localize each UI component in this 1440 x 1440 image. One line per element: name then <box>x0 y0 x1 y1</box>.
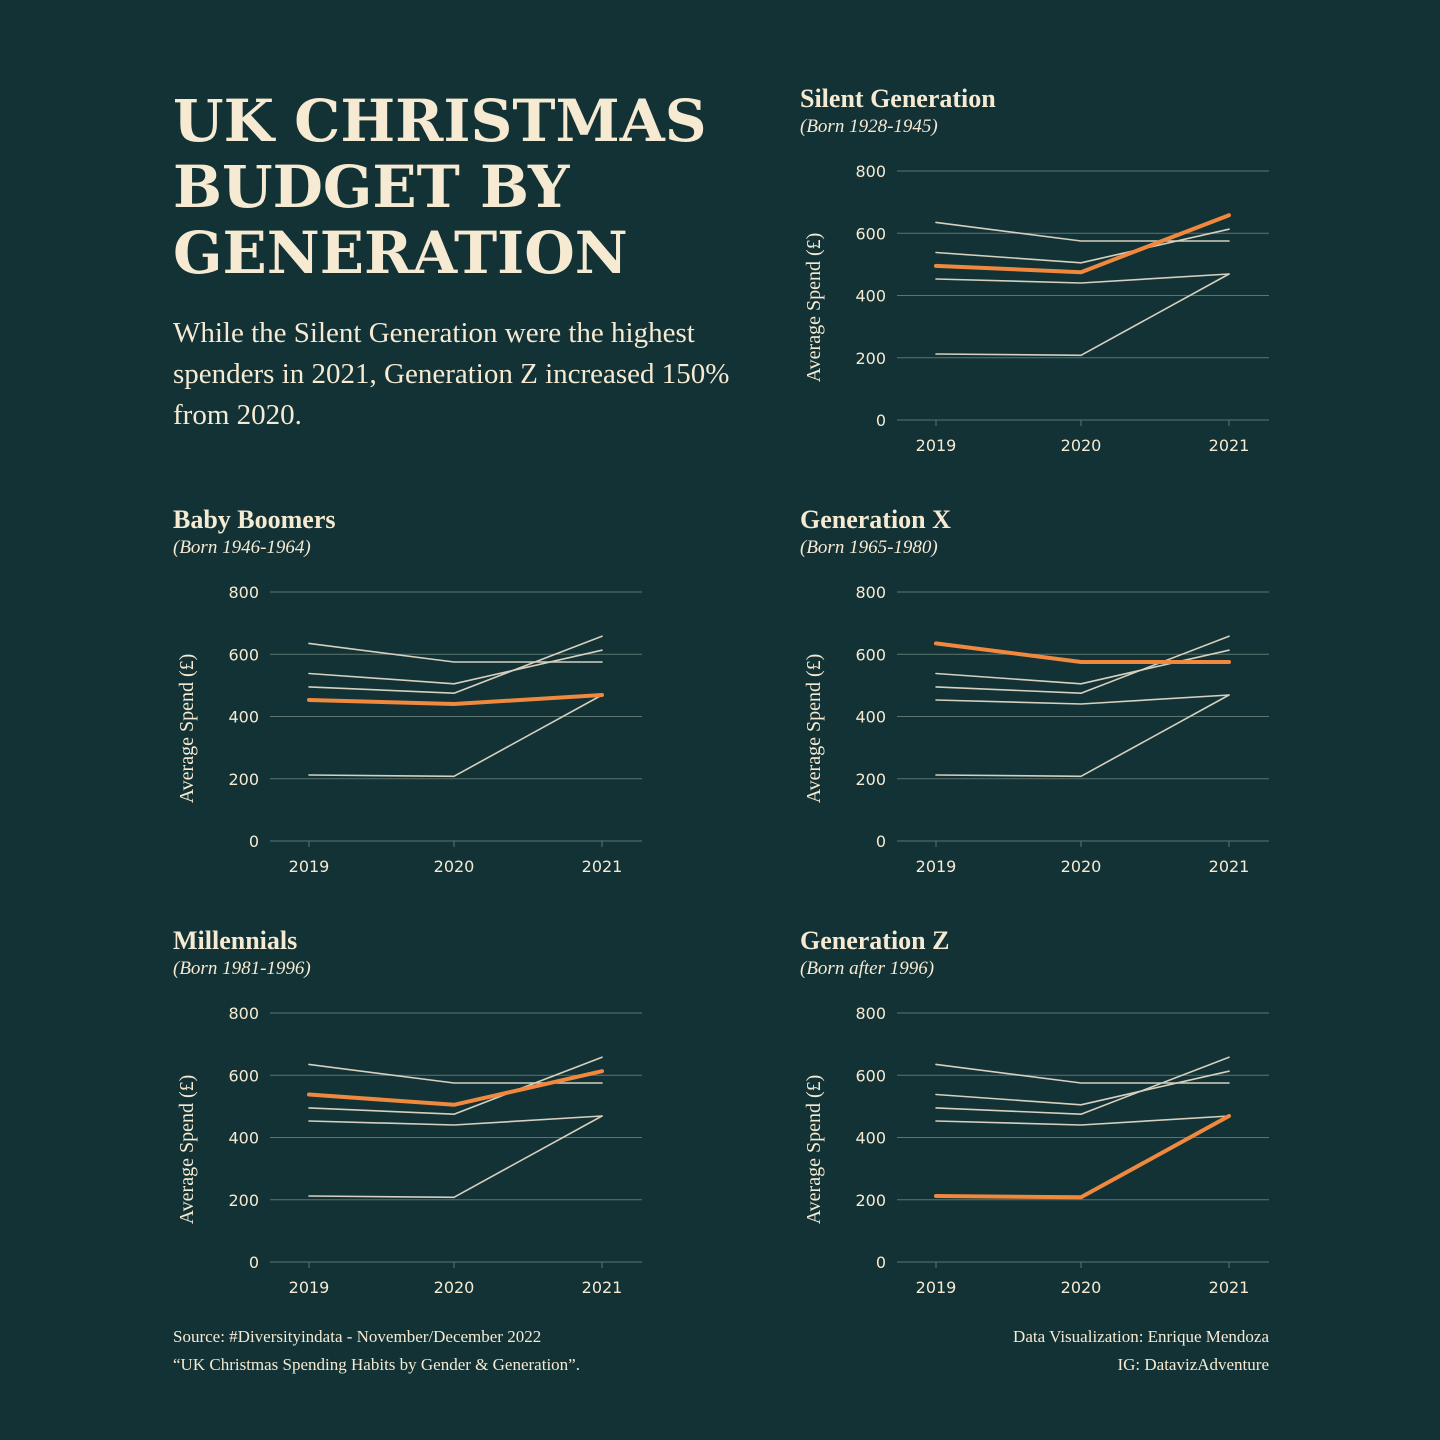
y-axis-label: Average Spend (£) <box>176 1075 198 1225</box>
highlight-series-line <box>934 641 1231 664</box>
series-line <box>935 694 1230 778</box>
y-tick-label: 200 <box>855 770 886 789</box>
x-tick-label: 2020 <box>1061 1278 1102 1297</box>
credit-note: Data Visualization: Enrique Mendoza IG: … <box>1013 1323 1269 1379</box>
chart-panel-baby-boomers: Baby Boomers (Born 1946-1964) 0 200 400 600… <box>173 505 653 925</box>
line-chart: 0 200 400 600 800 2019 2020 2021 Average Spend (… <box>803 1004 1269 1297</box>
x-tick-label: 2020 <box>434 857 475 876</box>
y-tick-label: 0 <box>876 411 886 430</box>
y-tick-label: 200 <box>228 770 259 789</box>
x-tick-label: 2019 <box>289 857 330 876</box>
source-line: “UK Christmas Spending Habits by Gender … <box>173 1355 580 1374</box>
series-line <box>308 649 603 685</box>
chart-subtitle: (Born 1928-1945) <box>800 116 938 137</box>
x-tick-label: 2021 <box>582 1278 623 1297</box>
y-tick-label: 600 <box>855 645 886 664</box>
y-axis-label: Average Spend (£) <box>803 654 825 804</box>
y-tick-label: 600 <box>855 1066 886 1085</box>
series-line <box>308 694 603 778</box>
line-chart: 0 200 400 600 800 2019 2020 2021 Average Spend (… <box>803 162 1269 455</box>
x-tick-label: 2020 <box>434 1278 475 1297</box>
x-tick-label: 2019 <box>916 1278 957 1297</box>
chart-panel-generation-x: Generation X (Born 1965-1980) 0 200 400 600… <box>800 505 1280 925</box>
highlight-series-line <box>307 1069 604 1107</box>
page-subtitle: While the Silent Generation were the hig… <box>173 317 730 431</box>
y-tick-label: 0 <box>249 832 259 851</box>
chart-subtitle: (Born after 1996) <box>800 958 935 979</box>
x-tick-label: 2019 <box>916 436 957 455</box>
x-tick-label: 2020 <box>1061 436 1102 455</box>
highlight-series-line <box>934 213 1231 275</box>
series-line <box>935 649 1230 685</box>
y-tick-label: 0 <box>876 1253 886 1272</box>
x-tick-label: 2021 <box>1209 1278 1250 1297</box>
chart-panel-silent-generation: Silent Generation (Born 1928-1945) 0 200 4… <box>800 84 1280 504</box>
y-tick-label: 0 <box>249 1253 259 1272</box>
chart-panel-generation-z: Generation Z (Born after 1996) 0 200 400 60… <box>800 926 1280 1346</box>
y-tick-label: 400 <box>855 1129 886 1148</box>
chart-subtitle: (Born 1946-1964) <box>173 537 311 558</box>
x-tick-label: 2019 <box>289 1278 330 1297</box>
y-tick-label: 600 <box>228 645 259 664</box>
chart-panel-millennials: Millennials (Born 1981-1996) 0 200 400 600 8… <box>173 926 653 1346</box>
y-tick-label: 600 <box>855 224 886 243</box>
y-tick-label: 200 <box>855 349 886 368</box>
y-tick-label: 800 <box>855 1004 886 1023</box>
y-tick-label: 400 <box>855 287 886 306</box>
x-tick-label: 2021 <box>1209 857 1250 876</box>
chart-title: Baby Boomers <box>173 505 336 534</box>
page-title: UK CHRISTMAS BUDGET BY GENERATION <box>173 88 733 286</box>
series-line <box>308 1115 603 1126</box>
y-tick-label: 400 <box>855 708 886 727</box>
y-tick-label: 400 <box>228 708 259 727</box>
y-tick-label: 0 <box>876 832 886 851</box>
y-tick-label: 800 <box>228 583 259 602</box>
chart-title: Silent Generation <box>800 84 996 113</box>
source-line: Source: #Diversityindata - November/Dece… <box>173 1327 542 1346</box>
chart-subtitle: (Born 1965-1980) <box>800 537 938 558</box>
y-axis-label: Average Spend (£) <box>176 654 198 804</box>
line-chart: 0 200 400 600 800 2019 2020 2021 Average Spend (… <box>176 1004 642 1297</box>
credit-line: IG: DatavizAdventure <box>1117 1355 1269 1374</box>
series-line <box>935 1070 1230 1106</box>
series-line <box>308 1056 603 1115</box>
y-axis-label: Average Spend (£) <box>803 1075 825 1225</box>
series-line <box>935 1115 1230 1126</box>
x-tick-label: 2020 <box>1061 857 1102 876</box>
series-line <box>935 228 1230 264</box>
chart-title: Generation X <box>800 505 951 534</box>
series-line <box>308 1115 603 1199</box>
title-line: UK CHRISTMAS <box>173 87 707 155</box>
chart-subtitle: (Born 1981-1996) <box>173 958 311 979</box>
series-line <box>935 1056 1230 1115</box>
line-chart: 0 200 400 600 800 2019 2020 2021 Average Spend (… <box>176 583 642 876</box>
y-tick-label: 600 <box>228 1066 259 1085</box>
highlight-series-line <box>307 693 604 706</box>
x-tick-label: 2021 <box>582 857 623 876</box>
y-tick-label: 400 <box>228 1129 259 1148</box>
credit-line: Data Visualization: Enrique Mendoza <box>1013 1327 1269 1346</box>
series-line <box>308 635 603 694</box>
series-line <box>935 694 1230 705</box>
x-tick-label: 2019 <box>916 857 957 876</box>
y-tick-label: 800 <box>855 162 886 181</box>
series-line <box>935 273 1230 284</box>
series-line <box>935 273 1230 357</box>
x-tick-label: 2021 <box>1209 436 1250 455</box>
series-line <box>935 635 1230 694</box>
title-line: GENERATION <box>173 219 628 287</box>
y-tick-label: 200 <box>228 1191 259 1210</box>
y-tick-label: 200 <box>855 1191 886 1210</box>
title-line: BUDGET BY <box>173 153 570 221</box>
y-tick-label: 800 <box>855 583 886 602</box>
line-chart: 0 200 400 600 800 2019 2020 2021 Average Spend (… <box>803 583 1269 876</box>
chart-title: Generation Z <box>800 926 950 955</box>
y-axis-label: Average Spend (£) <box>803 233 825 383</box>
chart-title: Millennials <box>173 926 298 955</box>
source-note: Source: #Diversityindata - November/Dece… <box>173 1323 580 1379</box>
highlight-series-line <box>934 1114 1231 1200</box>
y-tick-label: 800 <box>228 1004 259 1023</box>
